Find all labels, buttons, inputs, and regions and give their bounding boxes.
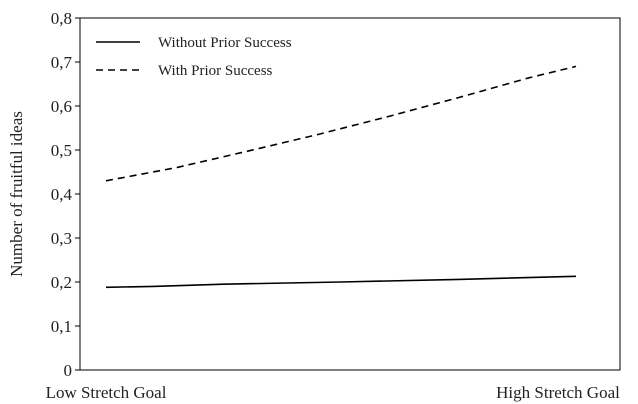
x-axis-categories: Low Stretch Goal High Stretch Goal xyxy=(46,383,621,402)
y-tick-label: 0,8 xyxy=(51,9,72,28)
series-line-without-prior-success xyxy=(105,275,577,289)
legend-label: With Prior Success xyxy=(158,63,273,79)
y-tick-label: 0,4 xyxy=(51,185,73,204)
x-category-label: Low Stretch Goal xyxy=(46,383,167,402)
x-category-label: High Stretch Goal xyxy=(496,383,620,402)
y-tick-label: 0,3 xyxy=(51,229,72,248)
y-tick-label: 0,1 xyxy=(51,317,72,336)
y-tick-label: 0 xyxy=(64,361,73,380)
y-tick-label: 0,7 xyxy=(51,53,73,72)
series-layer xyxy=(105,65,577,289)
legend: Without Prior Success With Prior Success xyxy=(96,35,292,79)
y-tick-label: 0,2 xyxy=(51,273,72,292)
y-axis-title: Number of fruitful ideas xyxy=(7,111,26,277)
y-tick-label: 0,5 xyxy=(51,141,72,160)
legend-label: Without Prior Success xyxy=(158,35,292,51)
y-tick-label: 0,6 xyxy=(51,97,72,116)
y-axis-ticks: 0 0,1 0,2 0,3 0,4 0,5 0,6 0,7 0,8 xyxy=(51,9,80,380)
series-line-with-prior-success xyxy=(105,65,577,182)
